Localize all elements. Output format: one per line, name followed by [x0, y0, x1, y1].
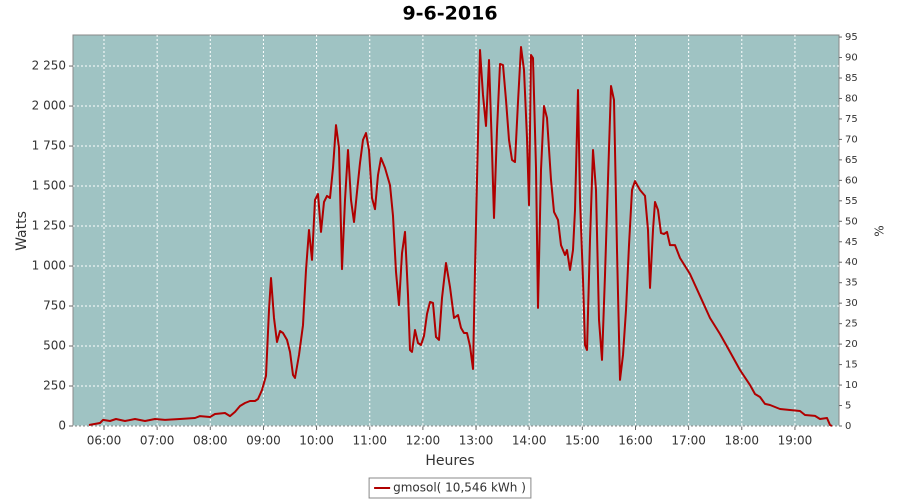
y2-tick-label: 15 — [845, 360, 858, 371]
x-tick-label: 18:00 — [724, 434, 759, 448]
chart-title: 9-6-2016 — [402, 3, 497, 25]
y2-tick-label: 25 — [845, 319, 858, 330]
y2-tick-label: 5 — [845, 401, 851, 412]
y2-tick-label: 20 — [845, 339, 858, 350]
x-tick-label: 08:00 — [193, 434, 228, 448]
y2-tick-label: 95 — [845, 32, 858, 43]
x-tick-label: 15:00 — [565, 434, 600, 448]
y-tick-label: 1 500 — [32, 179, 66, 193]
x-tick-label: 19:00 — [778, 434, 813, 448]
y2-tick-label: 85 — [845, 73, 858, 84]
y2-tick-label: 55 — [845, 196, 858, 207]
data-line — [88, 46, 833, 427]
y2-tick-label: 35 — [845, 278, 858, 289]
y2-tick-label: 70 — [845, 134, 858, 145]
y2-tick-label: 30 — [845, 298, 858, 309]
y-tick-label: 500 — [43, 339, 66, 353]
y-tick-label: 1 000 — [32, 259, 66, 273]
x-tick-label: 06:00 — [87, 434, 122, 448]
x-tick-label: 10:00 — [299, 434, 334, 448]
x-tick-label: 11:00 — [352, 434, 387, 448]
y-tick-label: 1 750 — [32, 139, 66, 153]
x-tick-label: 13:00 — [459, 434, 494, 448]
x-tick-label: 12:00 — [406, 434, 441, 448]
y-tick-label: 2 250 — [32, 59, 66, 73]
x-axis-label: Heures — [425, 453, 474, 469]
y2-tick-label: 60 — [845, 175, 858, 186]
x-tick-label: 16:00 — [618, 434, 653, 448]
y2-tick-label: 75 — [845, 114, 858, 125]
x-tick-label: 14:00 — [512, 434, 547, 448]
y2-tick-label: 0 — [845, 421, 851, 432]
y2-tick-label: 80 — [845, 93, 858, 104]
y2-tick-label: 65 — [845, 155, 858, 166]
y-tick-label: 750 — [43, 299, 66, 313]
legend-box — [368, 477, 532, 499]
y2-tick-label: 40 — [845, 257, 858, 268]
y-tick-label: 250 — [43, 379, 66, 393]
y2-tick-label: 45 — [845, 237, 858, 248]
y-tick-label: 0 — [58, 419, 66, 433]
legend-label: gmosol( 10,546 kWh ) — [393, 481, 526, 495]
x-tick-label: 17:00 — [671, 434, 706, 448]
y-tick-label: 1 250 — [32, 219, 66, 233]
y2-axis-label: % — [873, 225, 887, 236]
y2-tick-label: 50 — [845, 216, 858, 227]
x-tick-label: 07:00 — [140, 434, 175, 448]
y2-tick-label: 90 — [845, 53, 858, 64]
x-tick-label: 09:00 — [246, 434, 281, 448]
y2-tick-label: 10 — [845, 380, 858, 391]
y-tick-label: 2 000 — [32, 99, 66, 113]
plot-area — [72, 34, 840, 427]
y-axis-label: Watts — [14, 211, 30, 251]
